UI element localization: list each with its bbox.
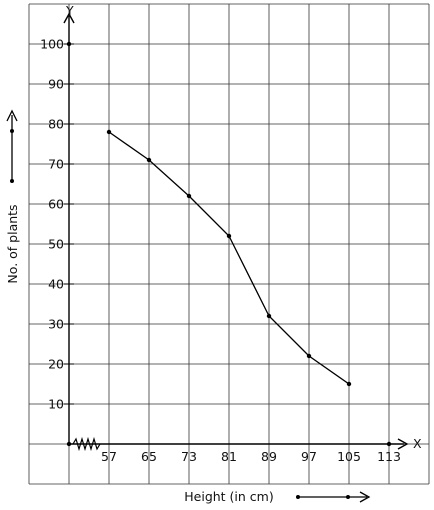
x-axis-113-dot — [386, 441, 392, 447]
origin-dot — [66, 441, 72, 447]
data-point — [346, 381, 352, 387]
x-title-arrow-dot-right — [346, 495, 350, 499]
data-point — [266, 313, 272, 319]
y-title-arrowhead — [6, 109, 18, 122]
y-tick-label: 50 — [48, 237, 64, 252]
x-tick-label: 105 — [337, 449, 361, 464]
y-tick-label: 90 — [48, 77, 64, 92]
x-title-arrow-dot-left — [296, 495, 300, 499]
y-title-arrow-dot-bottom — [10, 179, 14, 183]
y-axis-title: No. of plants — [5, 204, 20, 283]
x-tick-label: 89 — [261, 449, 277, 464]
x-tick-labels: 57 65 73 81 89 97 105 113 — [101, 449, 401, 464]
y-axis-arrowhead — [63, 12, 75, 24]
y-tick-label: 20 — [48, 357, 64, 372]
grid-lines — [28, 3, 430, 485]
y-tick-label: 10 — [48, 397, 64, 412]
y-axis-title-group: No. of plants — [5, 109, 20, 284]
y-tick-label: 80 — [48, 117, 64, 132]
x-axis-arrowhead — [397, 438, 409, 450]
data-point — [186, 193, 192, 199]
x-axis-break-zigzag — [72, 436, 101, 452]
data-point — [146, 157, 152, 163]
data-point — [106, 129, 112, 135]
x-tick-label: 65 — [141, 449, 157, 464]
x-tick-label: 57 — [101, 449, 117, 464]
data-point — [306, 353, 312, 359]
data-point — [226, 233, 232, 239]
y-tick-label: 70 — [48, 157, 64, 172]
y-tick-label: 100 — [40, 37, 64, 52]
y-tick-label: 40 — [48, 277, 64, 292]
x-tick-label: 97 — [301, 449, 317, 464]
x-axis-title: Height (in cm) — [184, 489, 273, 504]
y-tick-label: 30 — [48, 317, 64, 332]
x-tick-label: 113 — [377, 449, 401, 464]
y-tick-label: 60 — [48, 197, 64, 212]
y-title-arrow-dot-top — [10, 129, 14, 133]
x-title-arrowhead — [359, 491, 371, 503]
x-axis-title-group: Height (in cm) — [184, 489, 371, 504]
y-tick-labels: 10 20 30 40 50 60 70 80 90 100 — [40, 37, 74, 412]
x-axis-letter: X — [413, 436, 422, 451]
y-axis-letter: Y — [65, 3, 74, 18]
x-tick-label: 73 — [181, 449, 197, 464]
series-line — [106, 129, 352, 387]
x-tick-label: 81 — [221, 449, 237, 464]
